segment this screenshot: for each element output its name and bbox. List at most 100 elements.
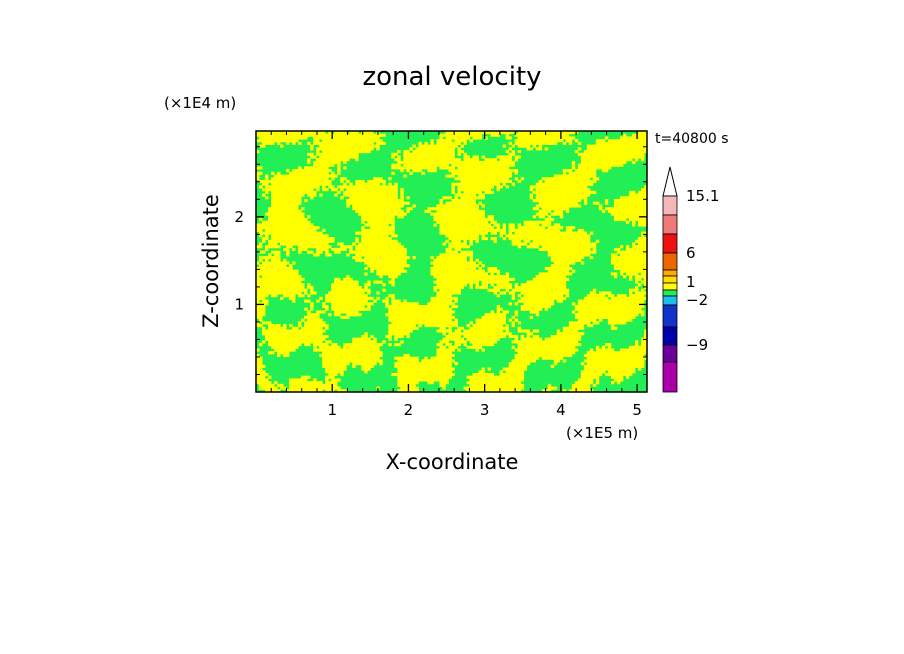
field-cell bbox=[322, 245, 326, 249]
field-cell bbox=[463, 277, 467, 281]
field-cell bbox=[430, 139, 434, 143]
field-cell bbox=[562, 174, 567, 178]
field-cell bbox=[523, 223, 528, 227]
field-cell bbox=[622, 196, 627, 200]
field-cell bbox=[469, 277, 473, 281]
field-cell bbox=[589, 256, 594, 260]
field-cell bbox=[487, 160, 491, 165]
field-cell bbox=[442, 147, 446, 151]
field-cell bbox=[403, 315, 407, 319]
field-cell bbox=[271, 179, 275, 184]
field-cell bbox=[307, 177, 311, 181]
field-cell bbox=[337, 139, 341, 143]
field-cell bbox=[403, 299, 407, 303]
field-cell bbox=[619, 139, 624, 143]
field-cell bbox=[382, 185, 386, 189]
field-cell bbox=[358, 247, 362, 252]
field-cell bbox=[526, 223, 531, 227]
field-cell bbox=[346, 136, 350, 140]
field-cell bbox=[430, 141, 434, 145]
field-cell bbox=[610, 212, 615, 216]
field-cell bbox=[622, 269, 627, 273]
field-cell bbox=[460, 182, 464, 186]
field-cell bbox=[370, 253, 374, 257]
field-cell bbox=[466, 231, 470, 235]
field-cell bbox=[577, 307, 582, 311]
field-cell bbox=[634, 155, 639, 159]
field-cell bbox=[343, 177, 347, 181]
field-cell bbox=[340, 280, 344, 284]
field-cell bbox=[391, 193, 395, 197]
field-cell bbox=[541, 196, 546, 200]
field-cell bbox=[553, 209, 558, 213]
field-cell bbox=[472, 163, 476, 167]
field-cell bbox=[487, 188, 491, 192]
field-cell bbox=[346, 179, 350, 184]
field-cell bbox=[631, 218, 636, 222]
field-cell bbox=[376, 266, 380, 271]
field-cell bbox=[373, 198, 377, 203]
field-cell bbox=[613, 318, 618, 322]
field-cell bbox=[562, 239, 567, 243]
field-cell bbox=[616, 155, 621, 159]
field-cell bbox=[580, 299, 585, 303]
field-cell bbox=[313, 177, 317, 181]
field-cell bbox=[499, 171, 504, 175]
field-cell bbox=[478, 220, 482, 224]
field-cell bbox=[268, 226, 272, 230]
field-cell bbox=[634, 310, 639, 314]
field-cell bbox=[295, 291, 299, 295]
field-cell bbox=[271, 177, 275, 181]
field-cell bbox=[445, 324, 449, 328]
field-cell bbox=[385, 196, 389, 200]
field-cell bbox=[391, 198, 395, 203]
field-cell bbox=[421, 160, 425, 165]
field-cell bbox=[457, 204, 461, 208]
field-cell bbox=[436, 272, 440, 276]
field-cell bbox=[274, 283, 278, 287]
field-cell bbox=[352, 144, 356, 148]
field-cell bbox=[280, 179, 284, 184]
field-cell bbox=[472, 185, 476, 189]
field-cell bbox=[364, 196, 368, 200]
field-cell bbox=[409, 321, 413, 325]
field-cell bbox=[565, 291, 570, 295]
field-cell bbox=[427, 160, 431, 165]
field-cell bbox=[280, 223, 284, 227]
field-cell bbox=[259, 228, 263, 232]
field-cell bbox=[568, 201, 573, 205]
field-cell bbox=[526, 302, 531, 306]
field-cell bbox=[547, 193, 552, 197]
field-cell bbox=[268, 209, 272, 213]
field-cell bbox=[355, 131, 359, 135]
field-cell bbox=[448, 277, 452, 281]
field-cell bbox=[538, 220, 543, 224]
field-cell bbox=[556, 182, 561, 186]
field-cell bbox=[556, 242, 561, 246]
field-cell bbox=[508, 285, 513, 290]
field-cell bbox=[271, 231, 275, 235]
field-cell bbox=[577, 234, 582, 238]
field-cell bbox=[586, 305, 591, 309]
field-cell bbox=[391, 326, 395, 330]
field-cell bbox=[433, 307, 437, 311]
field-cell bbox=[280, 231, 284, 235]
field-cell bbox=[592, 147, 597, 151]
field-cell bbox=[265, 272, 269, 276]
field-cell bbox=[532, 242, 537, 246]
field-cell bbox=[583, 313, 588, 317]
field-cell bbox=[637, 190, 642, 194]
field-cell bbox=[442, 294, 446, 298]
field-cell bbox=[511, 321, 516, 325]
field-cell bbox=[589, 302, 594, 306]
field-cell bbox=[484, 277, 488, 281]
field-cell bbox=[613, 218, 618, 222]
field-cell bbox=[622, 160, 627, 165]
field-cell bbox=[493, 174, 498, 178]
field-cell bbox=[271, 329, 275, 333]
field-cell bbox=[331, 133, 335, 137]
field-cell bbox=[301, 242, 305, 246]
field-cell bbox=[517, 144, 522, 148]
field-cell bbox=[301, 294, 305, 298]
field-cell bbox=[478, 166, 482, 170]
